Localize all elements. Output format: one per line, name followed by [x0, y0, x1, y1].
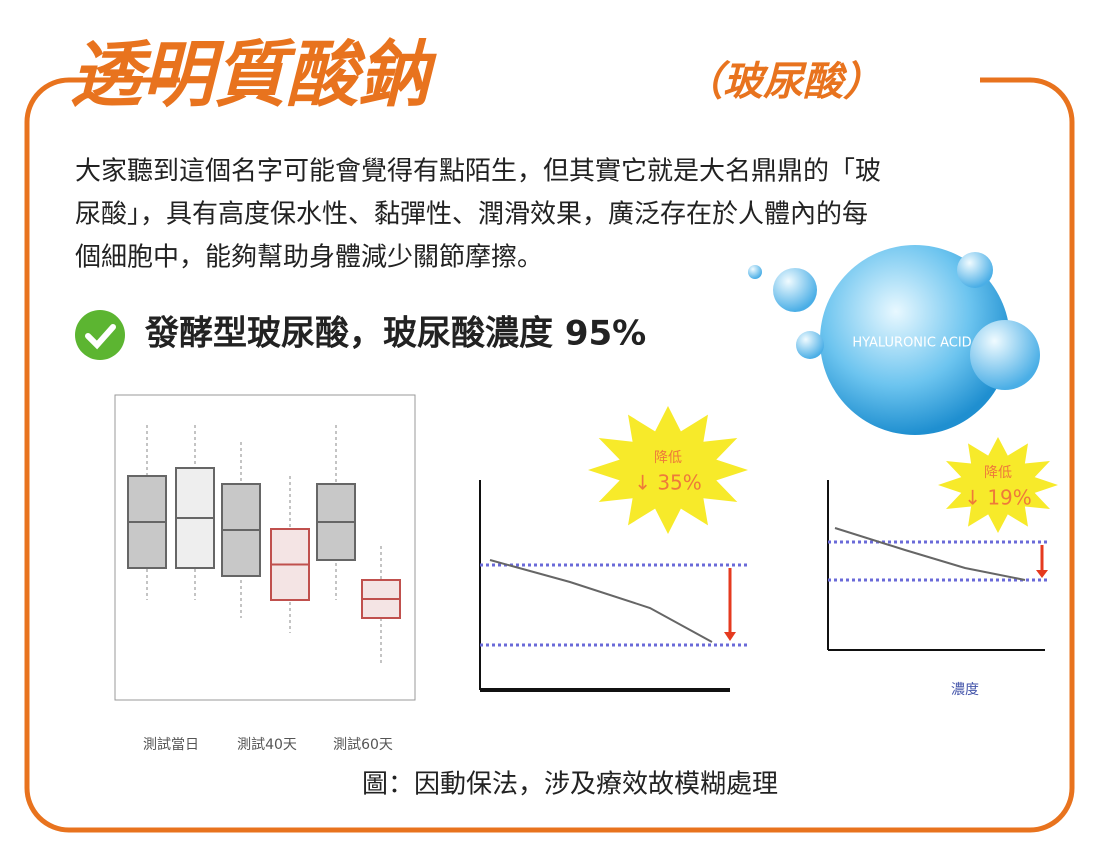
- group-label: 測試60天: [333, 737, 393, 753]
- burst-label: 降低: [654, 450, 682, 466]
- paragraph-line: 個細胞中，能夠幫助身體減少關節摩擦。: [75, 243, 543, 273]
- caption: 圖：因動保法，涉及療效故模糊處理: [362, 770, 778, 800]
- bubble: [970, 320, 1040, 390]
- badge-label: HYALURONIC ACID: [852, 336, 971, 351]
- bubble: [957, 252, 993, 288]
- bubble: [748, 265, 762, 279]
- bubble: [820, 245, 1010, 435]
- trend: [834, 527, 1026, 581]
- chart2: 濃度: [827, 480, 1050, 698]
- paragraph-line: 大家聽到這個名字可能會覺得有點陌生，但其實它就是大名鼎鼎的「玻: [75, 157, 881, 187]
- check-mark: [85, 324, 116, 350]
- title: 透明質酸鈉: [70, 33, 437, 117]
- burst: [938, 437, 1058, 533]
- paragraph: 大家聽到這個名字可能會覺得有點陌生，但其實它就是大名鼎鼎的「玻 尿酸」，具有高度…: [75, 157, 881, 273]
- bubble-group: HYALURONIC ACID: [748, 245, 1040, 435]
- burst-label: 降低: [984, 465, 1012, 481]
- highlight: 發酵型玻尿酸，玻尿酸濃度 95%: [144, 314, 646, 354]
- bubble: [796, 331, 824, 359]
- group-label: 測試當日: [143, 737, 199, 753]
- burst-label: ↓ 19%: [964, 486, 1032, 510]
- arrow-head: [724, 632, 736, 641]
- frame: [24, 77, 1075, 833]
- subtitle: （玻尿酸）: [683, 59, 883, 105]
- group-label: 測試40天: [237, 737, 297, 753]
- bubble: [773, 268, 817, 312]
- trend: [489, 559, 713, 643]
- plot-frame: [114, 394, 416, 701]
- arrow-head: [1036, 570, 1048, 578]
- burst: [588, 406, 748, 534]
- boxplot: 測試當日 測試40天 測試60天: [114, 394, 416, 753]
- paragraph-line: 尿酸」，具有高度保水性、黏彈性、潤滑效果，廣泛存在於人體內的每: [75, 200, 868, 230]
- chart1: [479, 480, 750, 692]
- x-label: 濃度: [951, 682, 979, 698]
- title-mask: [180, 40, 980, 120]
- check-icon: [75, 310, 125, 360]
- burst-label: ↓ 35%: [634, 471, 702, 495]
